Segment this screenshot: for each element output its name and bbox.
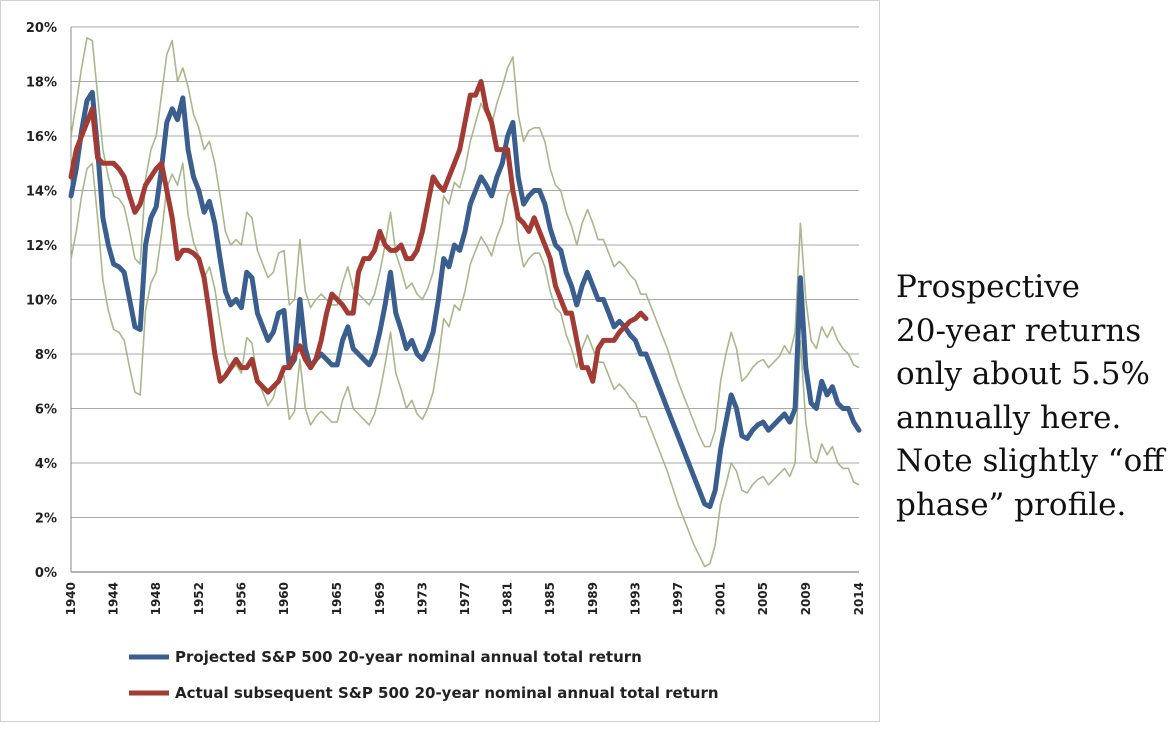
y-tick-label: 14%: [26, 185, 57, 200]
y-tick-label: 6%: [35, 403, 57, 418]
y-tick-label: 16%: [26, 130, 57, 145]
annotation-text: Prospective 20-year returns only about 5…: [896, 266, 1168, 527]
chart-panel: 0% 2% 4% 6% 8% 10% 12% 14% 16% 18% 20% 1940 1944 194…: [0, 0, 880, 722]
x-tick-label: 2009: [799, 582, 813, 615]
x-tick-label: 1989: [586, 582, 600, 615]
x-tick-label: 2001: [714, 582, 728, 615]
x-axis-ticks: 1940 1944 1948 1952 1956 1960 1965 1969 1973 1977…: [64, 582, 866, 615]
annotation-line: annually here.: [896, 399, 1122, 436]
y-tick-label: 18%: [26, 76, 57, 91]
x-tick-label: 1965: [330, 582, 344, 615]
x-tick-label: 1960: [277, 582, 291, 615]
x-tick-label: 2014: [852, 582, 866, 615]
x-tick-label: 1973: [415, 582, 429, 615]
x-tick-label: 1952: [192, 582, 206, 615]
y-tick-label: 0%: [35, 566, 57, 581]
y-tick-label: 12%: [26, 239, 57, 254]
y-axis-ticks: 0% 2% 4% 6% 8% 10% 12% 14% 16% 18% 20%: [26, 21, 57, 581]
x-tick-label: 1969: [373, 582, 387, 615]
band-line-upper: [70, 37, 860, 448]
x-tick-label: 1981: [501, 582, 515, 615]
annotation-line: phase” profile.: [896, 486, 1127, 523]
x-tick-label: 1977: [458, 582, 472, 615]
x-tick-label: 2005: [756, 582, 770, 615]
x-tick-label: 1944: [107, 582, 121, 615]
x-tick-label: 1956: [234, 582, 248, 615]
gridlines: [70, 26, 859, 573]
series-line-actual: [68, 79, 649, 395]
x-tick-label: 1940: [64, 582, 78, 615]
y-tick-label: 4%: [35, 457, 57, 472]
x-tick-label: 1985: [543, 582, 557, 615]
x-tick-label: 1948: [149, 582, 163, 615]
line-chart: 0%2%4%6%8%10%12%14%16%18%20% 1940 1944 194…: [26, 21, 866, 702]
series-line-projected: [68, 89, 862, 510]
annotation-line: Prospective: [896, 269, 1081, 305]
annotation-line: Note slightly “off: [896, 443, 1165, 479]
y-tick-label: 8%: [35, 348, 57, 363]
legend-label-actual: Actual subsequent S&P 500 20-year nomina…: [175, 684, 719, 702]
x-tick-label: 1993: [628, 582, 642, 615]
series-lines: [68, 79, 862, 510]
legend-label-projected: Projected S&P 500 20-year nominal annual…: [175, 648, 642, 666]
annotation-line: only about 5.5%: [896, 356, 1150, 392]
legend: Projected S&P 500 20-year nominal annual…: [129, 648, 719, 702]
y-tick-label: 2%: [35, 512, 57, 527]
y-tick-label: 10%: [26, 294, 57, 309]
y-tick-label: 20%: [26, 21, 57, 36]
x-tick-label: 1997: [671, 582, 685, 615]
annotation-line: 20-year returns: [896, 312, 1142, 349]
